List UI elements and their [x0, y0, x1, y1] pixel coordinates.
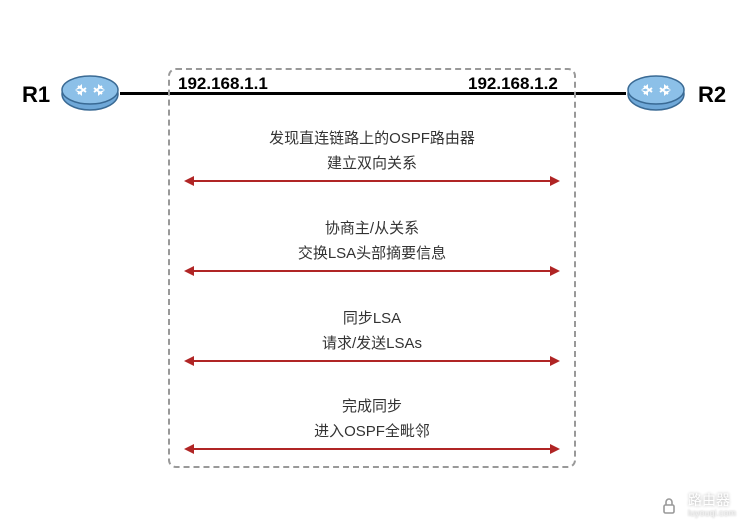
step-3: 同步LSA 请求/发送LSAs	[168, 308, 576, 358]
router-icon-r1	[60, 74, 120, 114]
watermark-sub: luyouqi.com	[688, 509, 736, 519]
step-3-line2: 请求/发送LSAs	[168, 333, 576, 354]
step-4: 完成同步 进入OSPF全毗邻	[168, 396, 576, 446]
watermark: 路由器 luyouqi.com	[656, 493, 736, 519]
step-4-arrow	[184, 442, 560, 456]
step-3-arrow	[184, 354, 560, 368]
lock-icon	[656, 493, 682, 519]
step-4-line2: 进入OSPF全毗邻	[168, 421, 576, 442]
step-4-line1: 完成同步	[168, 396, 576, 417]
step-1-arrow	[184, 174, 560, 188]
watermark-text: 路由器	[688, 493, 736, 508]
step-2-line1: 协商主/从关系	[168, 218, 576, 239]
step-1-line1: 发现直连链路上的OSPF路由器	[168, 128, 576, 149]
router-label-r2: R2	[698, 82, 726, 108]
step-1: 发现直连链路上的OSPF路由器 建立双向关系	[168, 128, 576, 178]
router-label-r1: R1	[22, 82, 50, 108]
step-3-line1: 同步LSA	[168, 308, 576, 329]
step-2-arrow	[184, 264, 560, 278]
step-1-line2: 建立双向关系	[168, 153, 576, 174]
step-2-line2: 交换LSA头部摘要信息	[168, 243, 576, 264]
step-2: 协商主/从关系 交换LSA头部摘要信息	[168, 218, 576, 268]
router-icon-r2	[626, 74, 686, 114]
diagram-container: R1 R2 192.168.1.1 192.168.1.2 发现直连链路上的OS…	[0, 0, 748, 527]
